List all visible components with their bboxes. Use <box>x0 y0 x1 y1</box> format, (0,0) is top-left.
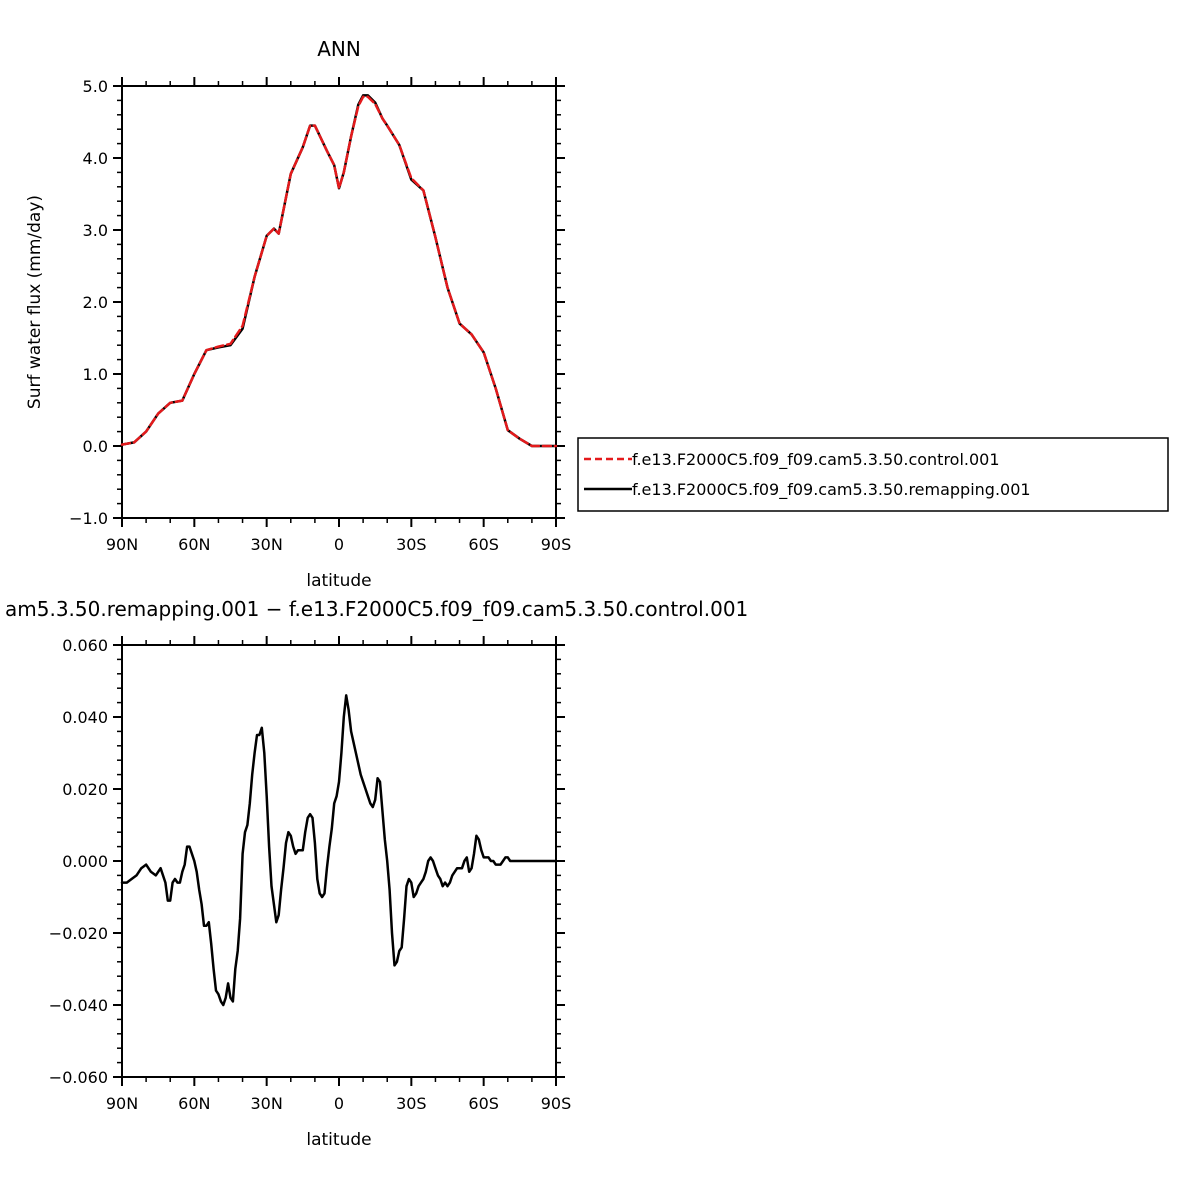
top-ticks: 90N 60N 30N 0 30S 60S 90S −1.0 0.0 1.0 2.0 3.0 4.0 5.… <box>69 77 571 554</box>
y-tick-label: −0.060 <box>49 1068 108 1087</box>
bottom-panel: am5.3.50.remapping.001 − f.e13.F2000C5.f… <box>5 597 748 1150</box>
x-tick-label: 90N <box>106 1094 138 1113</box>
x-tick-label: 30S <box>396 1094 427 1113</box>
y-tick-label: 4.0 <box>83 149 108 168</box>
y-tick-label: 0.000 <box>62 852 108 871</box>
y-tick-label: 0.0 <box>83 437 108 456</box>
x-tick-label: 90N <box>106 535 138 554</box>
x-tick-label: 30N <box>251 1094 283 1113</box>
y-tick-label: 5.0 <box>83 77 108 96</box>
top-panel: ANN 90N 60N 30N 0 30S 60S 90S −1.0 0.0 1.0 2.0 3.0 4… <box>25 37 571 591</box>
legend: f.e13.F2000C5.f09_f09.cam5.3.50.control.… <box>577 437 1169 512</box>
bottom-ticks: 90N 60N 30N 0 30S 60S 90S −0.060 −0.040 −0.020 0.0… <box>49 636 571 1113</box>
y-tick-label: 1.0 <box>83 365 108 384</box>
y-tick-label: 0.020 <box>62 780 108 799</box>
y-tick-label: −1.0 <box>69 509 108 528</box>
legend-entry-remapping: f.e13.F2000C5.f09_f09.cam5.3.50.remappin… <box>632 480 1031 500</box>
y-tick-label: −0.040 <box>49 996 108 1015</box>
x-tick-label: 0 <box>334 1094 344 1113</box>
y-tick-label: 3.0 <box>83 221 108 240</box>
top-chart-title: ANN <box>317 37 361 61</box>
x-tick-label: 30N <box>251 535 283 554</box>
x-tick-label: 0 <box>334 535 344 554</box>
y-tick-label: 0.040 <box>62 708 108 727</box>
top-x-axis-label: latitude <box>306 571 371 591</box>
top-y-axis-label: Surf water flux (mm/day) <box>25 195 45 409</box>
bottom-x-axis-label: latitude <box>306 1130 371 1150</box>
legend-entry-control: f.e13.F2000C5.f09_f09.cam5.3.50.control.… <box>632 450 1000 470</box>
bottom-chart-title: am5.3.50.remapping.001 − f.e13.F2000C5.f… <box>5 597 748 621</box>
x-tick-label: 30S <box>396 535 427 554</box>
x-tick-label: 60N <box>178 1094 210 1113</box>
x-tick-label: 60S <box>468 1094 499 1113</box>
y-tick-label: 0.060 <box>62 636 108 655</box>
x-tick-label: 60S <box>468 535 499 554</box>
series-line-0 <box>120 95 558 448</box>
x-tick-label: 90S <box>541 535 572 554</box>
y-tick-label: −0.020 <box>49 924 108 943</box>
x-tick-label: 60N <box>178 535 210 554</box>
x-tick-label: 90S <box>541 1094 572 1113</box>
series-line-1 <box>120 94 558 448</box>
top-plot-frame <box>121 85 557 519</box>
top-series-lines <box>120 94 558 448</box>
series-line-0 <box>120 694 558 1007</box>
y-tick-label: 2.0 <box>83 293 108 312</box>
legend-box <box>577 437 1169 512</box>
bottom-series-lines <box>120 694 558 1007</box>
